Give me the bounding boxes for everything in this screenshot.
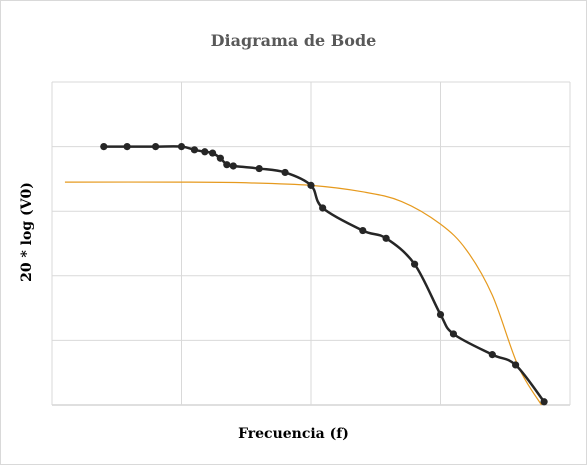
series-1-point	[281, 168, 289, 177]
series-1-point	[512, 361, 520, 369]
gridlines	[51, 81, 571, 406]
series-1-point	[436, 310, 445, 319]
series-1-point	[229, 162, 237, 170]
series-1-point	[359, 226, 367, 235]
series-1-point	[488, 351, 496, 359]
series-1-point	[201, 148, 209, 156]
series-1-point	[208, 149, 217, 157]
series-1-point	[449, 330, 458, 338]
series-1-point	[223, 161, 231, 169]
series-1-point	[540, 398, 548, 406]
series-1-point	[411, 260, 419, 268]
series-1-point	[307, 181, 315, 189]
series-1-point	[319, 204, 327, 212]
series-1-point	[190, 146, 199, 154]
series-1-point	[123, 143, 131, 151]
series-1-point	[255, 164, 263, 173]
chart-title: Diagrama de Bode	[210, 31, 377, 50]
series-1-point	[100, 143, 108, 151]
series-1-point	[216, 154, 224, 162]
series-2-line	[64, 181, 543, 406]
series-1-line	[103, 145, 546, 403]
series-1-point	[152, 143, 160, 151]
x-axis-label: Frecuencia (f)	[238, 426, 349, 442]
series-layer	[64, 143, 548, 406]
series-1-point	[177, 143, 186, 151]
series-1-point	[382, 234, 390, 242]
